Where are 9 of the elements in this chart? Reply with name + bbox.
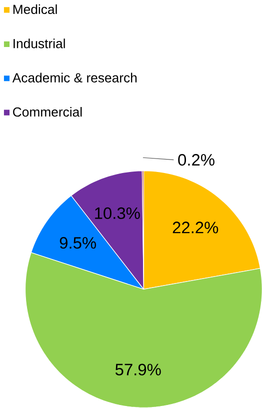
data-label: 10.3% [94, 207, 140, 220]
legend-label: Academic & research [12, 72, 136, 82]
legend-label: Commercial [12, 107, 82, 117]
legend-label: Industrial [13, 38, 65, 48]
data-label: 22.2% [172, 222, 218, 234]
legend-label: Medical [13, 4, 57, 14]
data-label: 57.9% [115, 364, 161, 376]
data-label: 0.2% [178, 154, 214, 166]
data-label: 9.5% [60, 237, 96, 249]
